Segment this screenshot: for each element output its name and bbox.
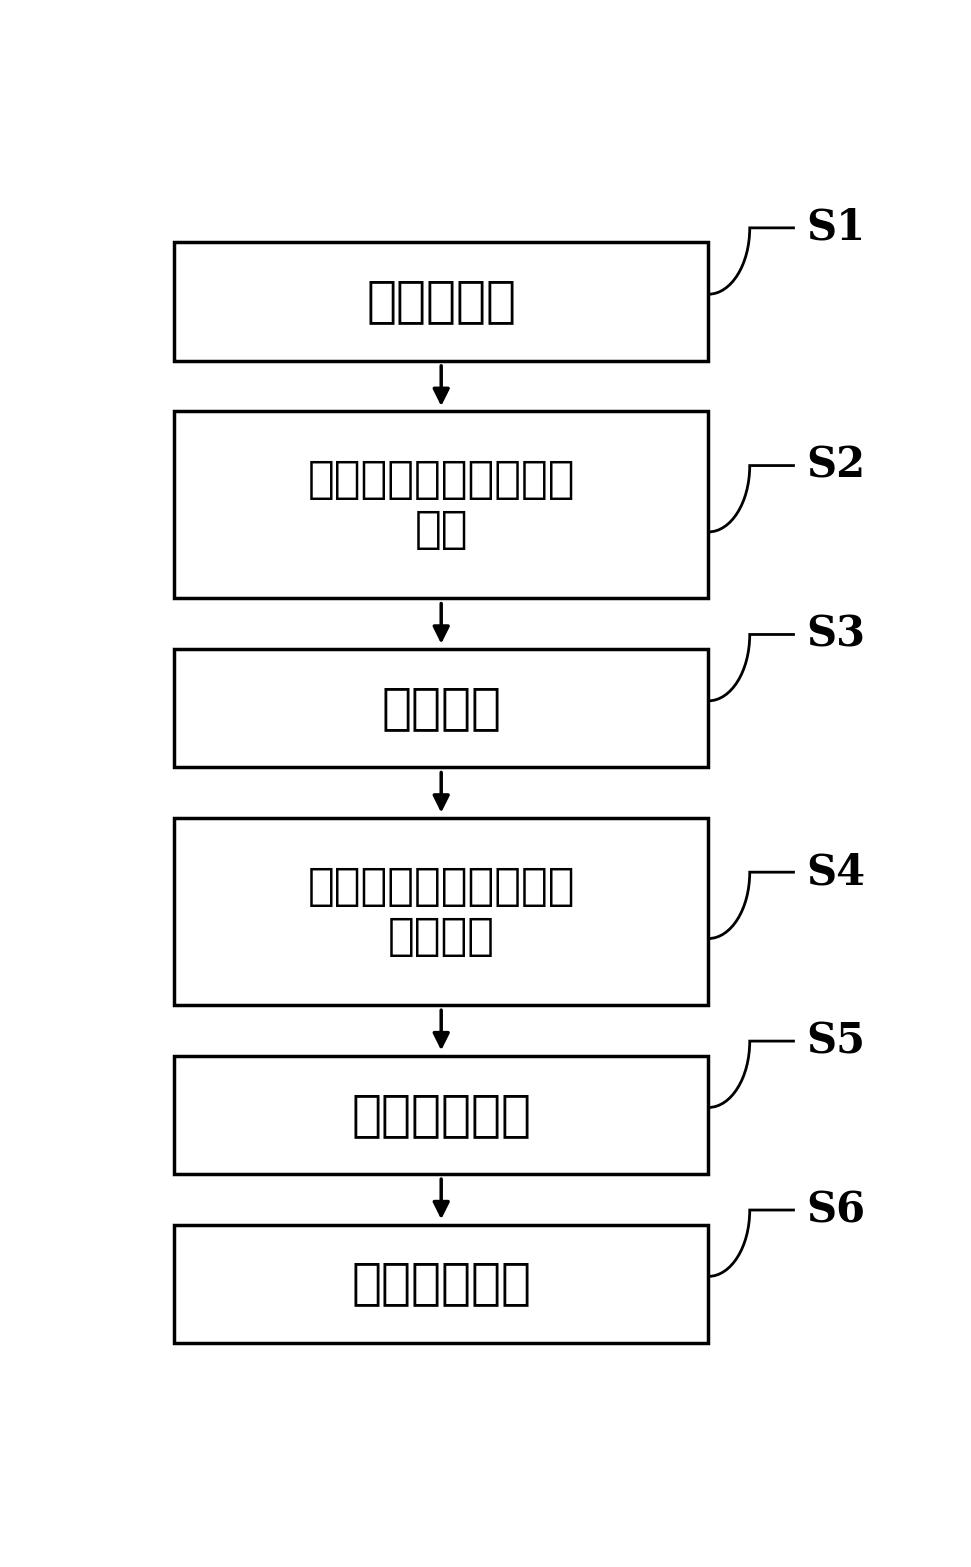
Text: S3: S3	[806, 613, 865, 655]
Bar	[174, 1224, 709, 1343]
Text: 信号预处理: 信号预处理	[366, 277, 517, 326]
Bar	[174, 411, 709, 599]
Text: S6: S6	[806, 1189, 865, 1232]
Bar	[174, 649, 709, 768]
Text: 确定谐波参数: 确定谐波参数	[352, 1260, 531, 1307]
Bar	[174, 818, 709, 1004]
Text: S1: S1	[806, 207, 865, 249]
Text: 确定权值: 确定权值	[382, 685, 501, 732]
Text: 计算基波参数: 计算基波参数	[352, 1091, 531, 1139]
Text: S2: S2	[806, 445, 865, 487]
Bar	[174, 243, 709, 360]
Text: S5: S5	[806, 1020, 865, 1062]
Bar	[174, 1056, 709, 1174]
Text: 计算多普线插值算法的
修正公式: 计算多普线插值算法的 修正公式	[308, 865, 575, 957]
Text: S4: S4	[806, 851, 865, 893]
Text: 根据主瓣宽度确定谱线
数目: 根据主瓣宽度确定谱线 数目	[308, 459, 575, 552]
